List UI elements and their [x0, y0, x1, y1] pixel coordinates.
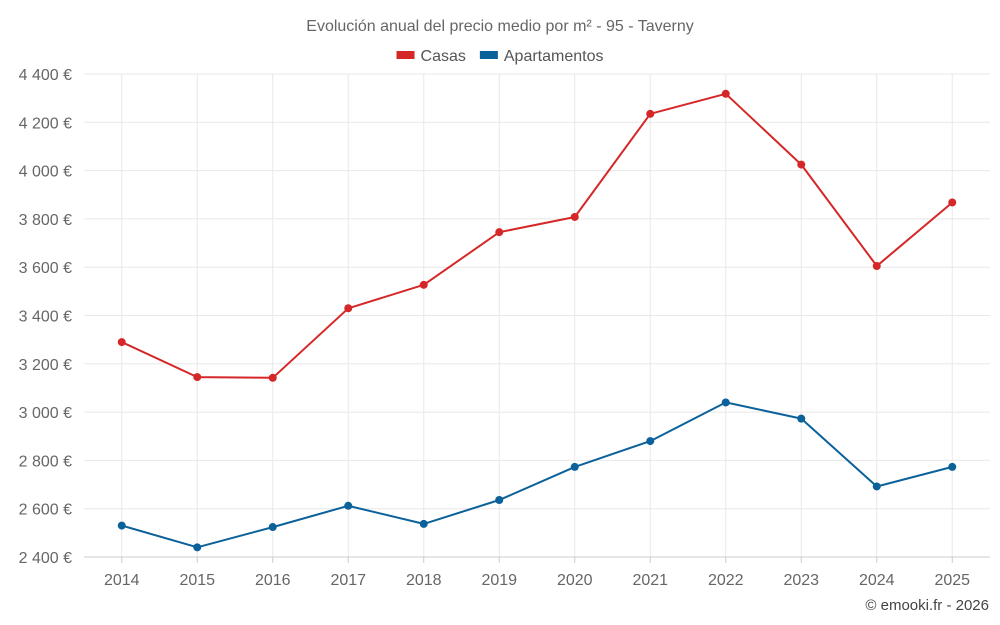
data-point-apartamentos[interactable]: [872, 482, 881, 491]
x-tick-label: 2024: [859, 572, 895, 589]
legend: Casas Apartamentos: [396, 48, 604, 65]
y-tick-label: 3 000 €: [19, 405, 72, 422]
data-point-casas[interactable]: [570, 212, 579, 221]
y-tick-label: 3 200 €: [19, 357, 72, 374]
x-tick-label: 2016: [255, 572, 291, 589]
data-point-casas[interactable]: [872, 261, 881, 270]
series-line-casas: [121, 92, 953, 379]
y-tick-label: 2 400 €: [19, 550, 72, 567]
data-point-apartamentos[interactable]: [117, 521, 126, 530]
data-point-casas[interactable]: [268, 373, 277, 382]
data-point-apartamentos[interactable]: [797, 414, 806, 423]
data-point-apartamentos[interactable]: [570, 462, 579, 471]
legend-item-casas[interactable]: Casas: [396, 48, 466, 65]
legend-swatch: [396, 51, 415, 59]
y-tick-label: 4 200 €: [19, 115, 72, 132]
y-tick-label: 2 800 €: [19, 453, 72, 470]
data-point-casas[interactable]: [419, 280, 428, 289]
x-tick-label: 2017: [330, 572, 366, 589]
data-point-apartamentos[interactable]: [193, 543, 202, 552]
data-point-apartamentos[interactable]: [344, 501, 353, 510]
data-point-apartamentos[interactable]: [268, 523, 277, 532]
y-tick-label: 2 600 €: [19, 502, 72, 519]
x-axis: 2014 2015 2016 2017 2018 2019 2020 2021 2022 2023…: [84, 556, 990, 589]
legend-label: Apartamentos: [504, 48, 604, 65]
data-point-casas[interactable]: [117, 338, 126, 347]
y-tick-label: 4 000 €: [19, 164, 72, 181]
chart-title: Evolución anual del precio medio por m² …: [306, 18, 693, 35]
x-tick-label: 2014: [104, 572, 140, 589]
series-layer: [117, 89, 957, 552]
x-tick-label: 2015: [179, 572, 215, 589]
x-tick-label: 2025: [934, 572, 970, 589]
data-point-casas[interactable]: [344, 304, 353, 313]
data-point-casas[interactable]: [797, 160, 806, 169]
data-point-apartamentos[interactable]: [646, 437, 655, 446]
data-point-apartamentos[interactable]: [721, 398, 730, 407]
data-point-casas[interactable]: [948, 198, 957, 207]
data-point-apartamentos[interactable]: [948, 462, 957, 471]
y-tick-label: 3 600 €: [19, 260, 72, 277]
data-point-casas[interactable]: [193, 373, 202, 382]
y-tick-label: 3 800 €: [19, 212, 72, 229]
x-tick-label: 2020: [557, 572, 593, 589]
data-point-casas[interactable]: [721, 89, 730, 98]
x-tick-label: 2023: [783, 572, 819, 589]
y-tick-label: 4 400 €: [19, 67, 72, 84]
legend-item-apartamentos[interactable]: Apartamentos: [479, 48, 604, 65]
x-tick-label: 2019: [481, 572, 517, 589]
y-tick-label: 3 400 €: [19, 309, 72, 326]
grid: [84, 73, 990, 558]
legend-label: Casas: [421, 48, 466, 65]
x-tick-label: 2021: [632, 572, 668, 589]
x-tick-label: 2018: [406, 572, 442, 589]
data-point-casas[interactable]: [495, 228, 504, 237]
data-point-casas[interactable]: [646, 109, 655, 118]
series-line-apartamentos: [121, 401, 953, 549]
x-tick-label: 2022: [708, 572, 744, 589]
data-point-apartamentos[interactable]: [495, 496, 504, 505]
y-axis: 2 400 € 2 600 € 2 800 € 3 000 € 3 200 € 3 400…: [19, 67, 72, 567]
credit-text: © emooki.fr - 2026: [865, 597, 989, 614]
data-point-apartamentos[interactable]: [419, 519, 428, 528]
legend-swatch: [479, 51, 498, 59]
